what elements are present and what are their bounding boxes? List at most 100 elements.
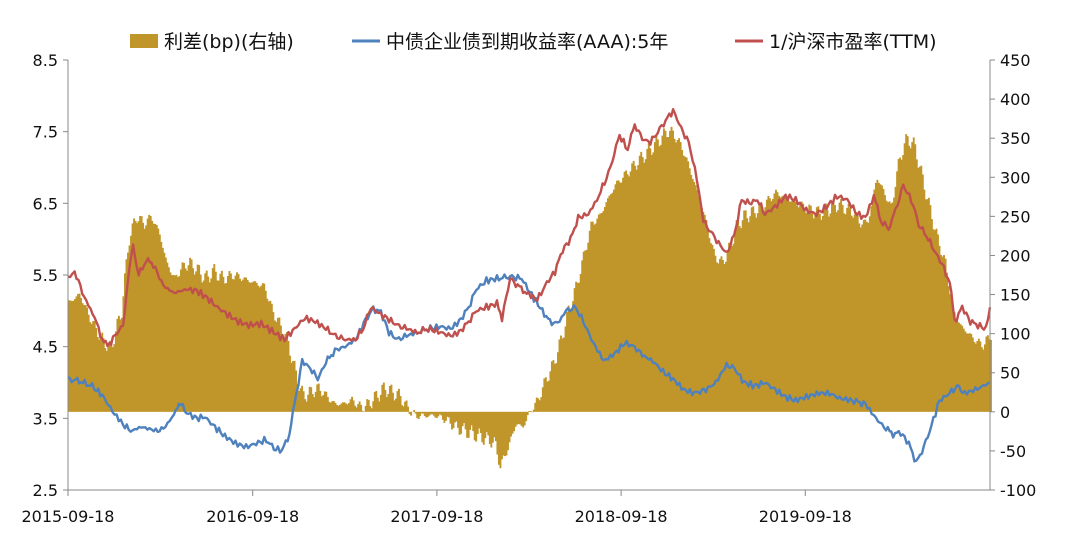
- spread-bar: [699, 202, 702, 412]
- spread-bar: [664, 130, 667, 412]
- spread-bar: [673, 138, 676, 412]
- spread-bar: [202, 280, 205, 412]
- spread-bar: [329, 402, 332, 412]
- spread-bar: [573, 288, 576, 412]
- spread-bar: [510, 411, 512, 437]
- spread-bar: [918, 166, 921, 412]
- spread-bar: [328, 401, 331, 412]
- legend-bar-swatch: [130, 34, 158, 48]
- spread-bar: [588, 230, 591, 412]
- spread-bar: [688, 168, 691, 412]
- spread-bar: [937, 234, 939, 412]
- spread-bar: [953, 312, 956, 412]
- spread-bar: [470, 411, 473, 426]
- spread-bar: [850, 215, 853, 412]
- spread-bar: [108, 340, 111, 412]
- spread-bar: [640, 151, 643, 412]
- spread-bar: [741, 220, 744, 412]
- spread-bar: [765, 199, 768, 412]
- spread-bar: [929, 205, 932, 412]
- spread-bar: [529, 410, 532, 412]
- spread-bar: [373, 392, 376, 412]
- spread-bar: [868, 216, 871, 412]
- spread-bar: [269, 300, 272, 412]
- spread-bar: [873, 189, 876, 412]
- spread-bar: [597, 214, 600, 412]
- spread-bar: [828, 216, 830, 412]
- spread-bar: [799, 204, 802, 412]
- spread-bar: [647, 143, 650, 412]
- left-tick-label: 8.5: [33, 51, 58, 70]
- spread-bar: [136, 223, 139, 412]
- spread-bar: [522, 411, 525, 428]
- spread-bar: [379, 394, 382, 412]
- right-tick-label: 300: [1000, 168, 1031, 187]
- spread-bar: [809, 205, 812, 412]
- spread-bar: [208, 282, 211, 412]
- spread-bar: [192, 268, 195, 412]
- spread-bar: [681, 149, 684, 412]
- spread-bar: [888, 201, 891, 412]
- spread-bar: [965, 333, 968, 412]
- spread-bar: [838, 202, 841, 412]
- spread-bar: [500, 411, 503, 460]
- spread-bar: [697, 195, 700, 412]
- spread-bar: [835, 212, 838, 412]
- spread-bar: [834, 205, 836, 412]
- spread-bar: [105, 350, 108, 412]
- spread-bar: [653, 142, 656, 412]
- spread-bar: [906, 136, 909, 412]
- spread-bar: [420, 411, 423, 414]
- spread-bar: [393, 400, 396, 412]
- spread-bar: [790, 201, 793, 412]
- spread-bar: [464, 411, 467, 430]
- left-tick-label: 6.5: [33, 194, 58, 213]
- spread-bar: [590, 221, 593, 412]
- spread-bar: [410, 411, 413, 416]
- spread-bar: [728, 242, 730, 412]
- spread-bar: [591, 221, 594, 412]
- spread-bar: [749, 216, 752, 412]
- spread-bar: [189, 257, 192, 412]
- spread-bar: [381, 384, 384, 412]
- spread-bar: [127, 252, 129, 412]
- spread-bar: [296, 384, 299, 412]
- spread-bar: [625, 170, 628, 412]
- spread-bar: [876, 179, 879, 412]
- spread-bar: [862, 220, 865, 412]
- spread-bar: [874, 182, 877, 412]
- spread-bar: [72, 300, 75, 412]
- spread-bar: [434, 411, 437, 418]
- spread-bar: [982, 349, 985, 412]
- spread-bar: [714, 255, 717, 412]
- spread-bar: [950, 299, 953, 412]
- spread-bar: [679, 142, 682, 412]
- spread-bar: [738, 226, 741, 412]
- spread-bar: [402, 406, 405, 412]
- spread-bar: [620, 182, 623, 412]
- spread-bar: [372, 401, 375, 412]
- spread-bar: [652, 152, 655, 412]
- spread-bar: [952, 306, 955, 412]
- spread-bar: [550, 361, 553, 412]
- spread-bar: [428, 411, 431, 416]
- spread-bar: [116, 318, 119, 412]
- spread-bar: [343, 402, 346, 412]
- spread-bar: [909, 148, 912, 412]
- spread-bar: [764, 207, 767, 412]
- spread-bar: [342, 402, 344, 412]
- spread-bar: [266, 298, 269, 412]
- spread-bar: [855, 212, 858, 412]
- spread-bar: [149, 216, 152, 412]
- spread-bar: [846, 207, 849, 412]
- spread-bar: [339, 404, 341, 412]
- spread-bar: [124, 273, 126, 412]
- spread-bar: [270, 303, 273, 412]
- spread-bar: [811, 213, 814, 412]
- spread-bar: [361, 410, 364, 412]
- spread-bar: [870, 206, 873, 412]
- spread-bar: [977, 338, 980, 412]
- spread-bar: [323, 391, 326, 412]
- spread-bar: [535, 397, 538, 412]
- spread-bar: [484, 411, 487, 439]
